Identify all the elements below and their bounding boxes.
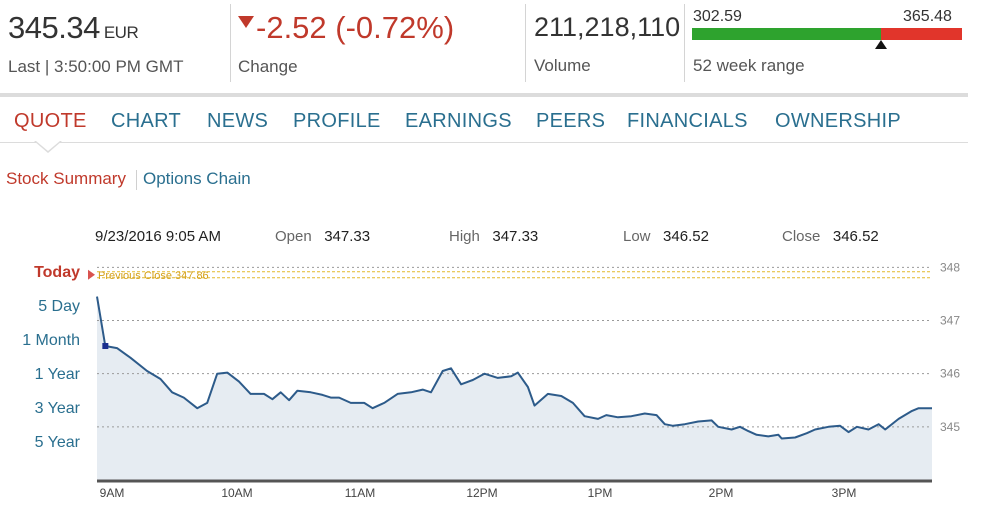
previous-close-arrow-icon bbox=[88, 269, 95, 280]
subtab-options-chain[interactable]: Options Chain bbox=[142, 169, 251, 188]
main-tabs: QUOTE CHART NEWS PROFILE EARNINGS PEERS … bbox=[0, 100, 968, 143]
range-1-year[interactable]: 1 Year bbox=[34, 366, 80, 383]
tab-news[interactable]: NEWS bbox=[207, 110, 269, 132]
range-3-year[interactable]: 3 Year bbox=[34, 400, 80, 417]
week52-label: 52 week range bbox=[693, 56, 805, 75]
divider bbox=[684, 4, 685, 82]
down-triangle-icon bbox=[238, 16, 254, 28]
bar-high: High 347.33 bbox=[449, 228, 539, 245]
range-5-day[interactable]: 5 Day bbox=[38, 298, 80, 315]
range-below-current bbox=[692, 28, 881, 40]
tab-earnings[interactable]: EARNINGS bbox=[405, 110, 512, 132]
x-tick-label: 3PM bbox=[832, 486, 857, 500]
y-tick-label: 348 bbox=[940, 260, 960, 274]
tab-quote[interactable]: QUOTE bbox=[14, 110, 87, 132]
volume-label: Volume bbox=[534, 56, 591, 75]
price-area-fill bbox=[97, 296, 932, 480]
y-tick-label: 345 bbox=[940, 420, 960, 434]
y-tick-label: 347 bbox=[940, 313, 960, 327]
price-line bbox=[96, 296, 932, 440]
last-price: 345.34 EUR bbox=[8, 10, 139, 45]
tab-peers[interactable]: PEERS bbox=[536, 110, 606, 132]
divider bbox=[525, 4, 526, 82]
divider bbox=[135, 169, 137, 190]
bar-low: Low 346.52 bbox=[623, 228, 709, 245]
range-today[interactable]: Today bbox=[34, 264, 80, 281]
tab-chart[interactable]: CHART bbox=[111, 110, 182, 132]
last-time: Last | 3:50:00 PM GMT bbox=[8, 57, 184, 76]
x-tick-label: 12PM bbox=[466, 486, 497, 500]
week52-high: 365.48 bbox=[903, 8, 952, 25]
x-tick-label: 9AM bbox=[100, 486, 125, 500]
x-tick-label: 11AM bbox=[345, 486, 375, 500]
header-divider bbox=[0, 93, 968, 97]
week52-low: 302.59 bbox=[693, 8, 742, 25]
price-change: -2.52 (-0.72%) bbox=[238, 10, 454, 46]
active-tab-pointer-fill bbox=[36, 141, 60, 151]
x-tick-label: 10AM bbox=[221, 486, 252, 500]
divider bbox=[230, 4, 231, 82]
selected-point-marker[interactable] bbox=[102, 343, 109, 350]
week52-range-bar bbox=[692, 28, 962, 49]
volume-value: 211,218,110 bbox=[534, 12, 681, 42]
previous-close-label: Previous Close 347.86 bbox=[98, 270, 209, 282]
sub-tabs: Stock Summary Options Chain bbox=[6, 169, 251, 190]
range-1-month[interactable]: 1 Month bbox=[22, 332, 80, 349]
range-above-current bbox=[881, 28, 962, 40]
x-tick-label: 2PM bbox=[709, 486, 734, 500]
bar-open: Open 347.33 bbox=[275, 228, 371, 245]
tab-profile[interactable]: PROFILE bbox=[293, 110, 381, 132]
subtab-stock-summary[interactable]: Stock Summary bbox=[6, 169, 126, 188]
tab-financials[interactable]: FINANCIALS bbox=[627, 110, 748, 132]
bar-close: Close 346.52 bbox=[782, 228, 879, 245]
bar-datetime: 9/23/2016 9:05 AM bbox=[95, 228, 221, 245]
range-5-year[interactable]: 5 Year bbox=[34, 434, 80, 451]
quote-header: 345.34 EUR Last | 3:50:00 PM GMT -2.52 (-… bbox=[0, 0, 968, 93]
tab-ownership[interactable]: OWNERSHIP bbox=[775, 110, 902, 132]
change-label: Change bbox=[238, 57, 298, 76]
current-price-marker-icon bbox=[875, 40, 887, 49]
y-tick-label: 346 bbox=[940, 367, 960, 381]
currency-label: EUR bbox=[103, 23, 139, 42]
x-tick-label: 1PM bbox=[588, 486, 613, 500]
